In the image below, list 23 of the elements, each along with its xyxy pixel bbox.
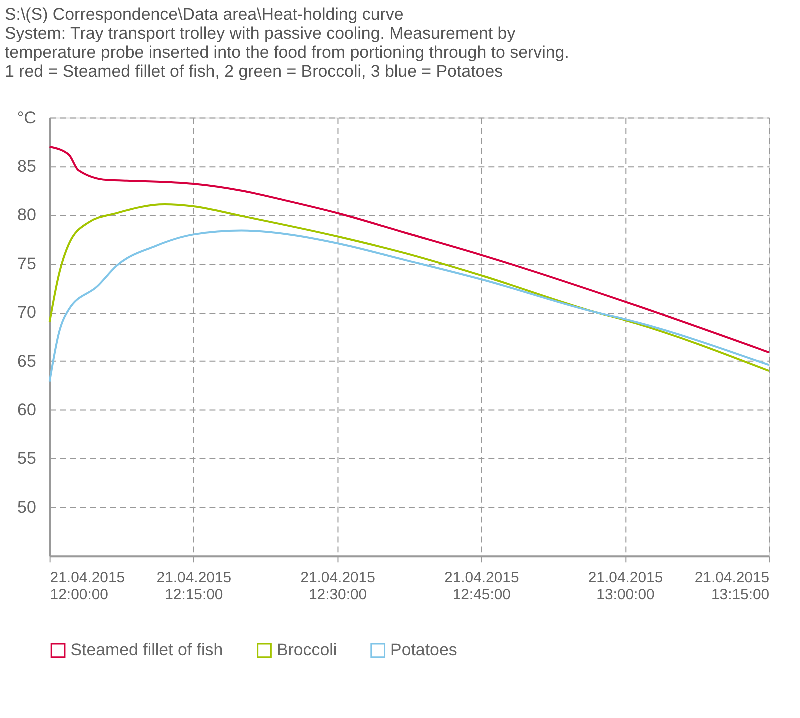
line-series: [48, 230, 770, 383]
y-tick-label: °C: [17, 108, 36, 128]
y-tick-label: 70: [18, 303, 36, 322]
legend-label: Broccoli: [276, 640, 338, 660]
legend-label: Potatoes: [390, 640, 458, 660]
y-tick-label: 65: [18, 352, 36, 371]
chart-subtitle: System: Tray transport trolley with passive cooling. Measurement by temperature probe inserted into the food from portioning through to serving. 1 red = Steamed fillet of fish, 2 green = Broccoli, 3 blue = Potatoes: [4, 24, 570, 81]
x-tick-label: 21.04.2015 12:00:00: [50, 570, 126, 604]
chart-title: S:\(S) Correspondence\Data area\Heat-holding curve: [4, 5, 404, 24]
x-tick-label: 21.04.2015 12:15:00: [156, 570, 232, 604]
line-series: [48, 204, 770, 372]
x-tick-label: 21.04.2015 12:45:00: [444, 570, 520, 604]
x-tick-label: 21.04.2015 12:30:00: [300, 570, 376, 604]
y-tick-label: 60: [18, 400, 36, 420]
y-tick-label: 50: [18, 498, 36, 517]
y-tick-label: 55: [18, 449, 36, 468]
y-tick-label: 80: [18, 206, 36, 225]
legend-label: Steamed fillet of fish: [70, 640, 224, 660]
y-tick-label: 75: [18, 254, 36, 274]
x-tick-label: 21.04.2015 13:00:00: [588, 570, 664, 604]
line-series: [48, 146, 770, 354]
y-tick-label: 85: [18, 156, 36, 176]
x-tick-label: 21.04.2015 13:15:00: [694, 570, 770, 604]
